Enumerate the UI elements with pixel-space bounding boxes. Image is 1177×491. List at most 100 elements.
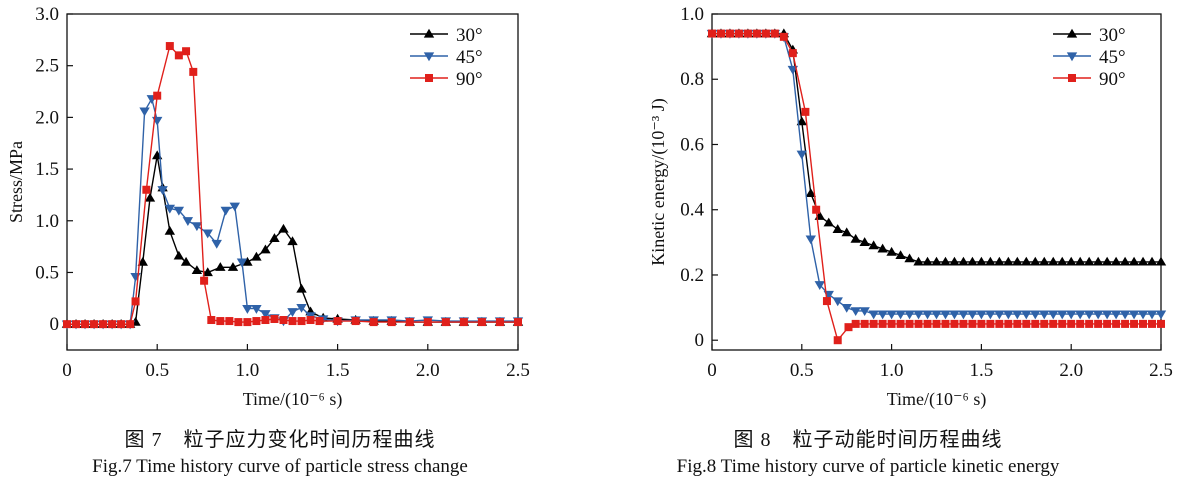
- chart0-series-line: [67, 44, 518, 325]
- chart1-x-tick-label: 0.5: [790, 360, 814, 381]
- chart0-data-point: [279, 316, 288, 325]
- chart1-data-point: [994, 310, 1005, 320]
- chart1-data-point: [1101, 310, 1113, 320]
- chart0-data-point: [173, 250, 185, 260]
- chart0-x-tick-label: 1.5: [326, 360, 350, 381]
- chart1-data-point: [850, 307, 861, 317]
- chart1-data-point: [1128, 256, 1140, 266]
- chart1-data-point: [868, 240, 879, 250]
- chart1-data-point: [1119, 310, 1131, 320]
- chart0-data-point: [191, 265, 203, 275]
- chart0-data-point: [131, 297, 140, 306]
- chart0-data-point: [72, 320, 81, 329]
- chart0-data-point: [117, 320, 126, 329]
- chart0-x-tick-label: 1.0: [236, 360, 260, 381]
- chart1-y-tick-label: 0: [695, 330, 705, 351]
- chart1-data-point: [1021, 256, 1032, 266]
- chart1-data-point: [1003, 310, 1014, 320]
- chart1-data-point: [940, 256, 951, 266]
- chart0-data-point: [351, 317, 360, 326]
- chart1-data-point: [976, 310, 987, 320]
- chart0-data-point: [207, 316, 216, 325]
- chart1-data-point: [841, 227, 852, 237]
- chart1-data-point: [1040, 319, 1049, 328]
- chart0-data-point: [234, 318, 243, 327]
- chart1-data-point: [832, 224, 843, 233]
- chart1-data-point: [994, 256, 1005, 266]
- chart0-data-point: [260, 244, 271, 254]
- chart1-data-point: [896, 319, 905, 328]
- chart0-data-point: [260, 310, 271, 320]
- chart1-data-point: [1049, 319, 1058, 328]
- chart1-data-point: [779, 32, 788, 41]
- chart1-data-point: [859, 237, 870, 246]
- chart1-legend-label: 30°: [1099, 25, 1126, 46]
- chart0-data-point: [144, 192, 156, 202]
- chart0-legend-label: 90°: [456, 69, 483, 90]
- chart1-y-tick-label: 0.2: [680, 265, 704, 286]
- chart1-data-point: [1103, 319, 1112, 328]
- chart1-data-point: [959, 319, 968, 328]
- chart0-y-tick-label: 3.0: [35, 4, 59, 25]
- chart0-data-point: [297, 317, 306, 326]
- chart1-x-tick-label: 2.0: [1059, 360, 1083, 381]
- chart1-data-point: [841, 303, 852, 313]
- chart1-data-point: [940, 310, 951, 320]
- chart0-data-point: [225, 317, 234, 326]
- chart1-y-axis-title: Kinetic energy/(10⁻³ J): [648, 98, 669, 266]
- chart0-data-point: [252, 317, 261, 326]
- chart1-data-point: [833, 336, 842, 345]
- chart1-x-tick-label: 1.5: [970, 360, 994, 381]
- chart0-data-point: [251, 251, 262, 261]
- chart0-legend-label: 30°: [456, 25, 483, 46]
- chart1-data-point: [1030, 310, 1041, 320]
- chart0-data-point: [423, 318, 432, 327]
- chart0-y-tick-label: 1.5: [35, 159, 59, 180]
- chart0-series-2: [63, 42, 522, 329]
- chart0-data-point: [202, 267, 213, 277]
- chart1-data-point: [949, 256, 960, 266]
- chart1-data-point: [923, 319, 932, 328]
- chart0-data-point: [261, 316, 270, 325]
- chart0-data-point: [306, 316, 315, 325]
- chart1-series-line: [712, 32, 1161, 342]
- figure-8-caption-en: Fig.8 Time history curve of particle kin…: [676, 456, 1060, 477]
- chart1-data-point: [1146, 256, 1158, 266]
- chart1-data-point: [1039, 256, 1050, 266]
- chart1-data-point: [895, 310, 906, 320]
- chart0-data-point: [495, 318, 504, 327]
- chart1-legend-marker: [1066, 52, 1078, 62]
- chart1-data-point: [1146, 310, 1158, 320]
- chart1-data-point: [1057, 310, 1068, 320]
- chart0-data-point: [180, 256, 192, 266]
- chart0-data-point: [251, 305, 262, 314]
- chart1-data-point: [796, 150, 807, 160]
- chart1-data-point: [814, 281, 825, 290]
- chart0-data-point: [220, 206, 231, 216]
- chart1-data-point: [1048, 256, 1059, 266]
- chart0-legend-marker: [425, 74, 433, 82]
- chart0-series-0: [61, 150, 524, 328]
- chart1-data-point: [922, 310, 933, 320]
- chart1-legend-marker: [1068, 74, 1076, 82]
- chart1-data-point: [1085, 319, 1094, 328]
- chart0-data-point: [211, 239, 222, 249]
- chart1-data-point: [1139, 319, 1148, 328]
- kinetic-energy-chart: 0 0.5 1.0 1.5 2.0 2.5 0 0.2 0.4 0.6 0.8 1.0 Time/(10…: [648, 4, 1173, 410]
- chart0-data-point: [157, 186, 168, 195]
- chart1-data-point: [823, 217, 834, 227]
- chart1-data-point: [886, 246, 897, 256]
- chart1-data-point: [922, 256, 933, 266]
- chart0-data-point: [236, 258, 248, 268]
- chart1-data-point: [1012, 310, 1023, 320]
- chart1-data-point: [1074, 310, 1086, 320]
- chart0-data-point: [153, 91, 162, 100]
- chart1-data-point: [1083, 256, 1095, 266]
- chart1-data-point: [949, 310, 960, 320]
- chart1-data-point: [931, 256, 942, 266]
- chart0-x-tick-label: 2.5: [506, 360, 530, 381]
- chart1-data-point: [805, 235, 816, 245]
- chart0-legend-marker: [423, 28, 435, 38]
- chart1-data-point: [985, 310, 996, 320]
- chart1-data-point: [1110, 256, 1122, 266]
